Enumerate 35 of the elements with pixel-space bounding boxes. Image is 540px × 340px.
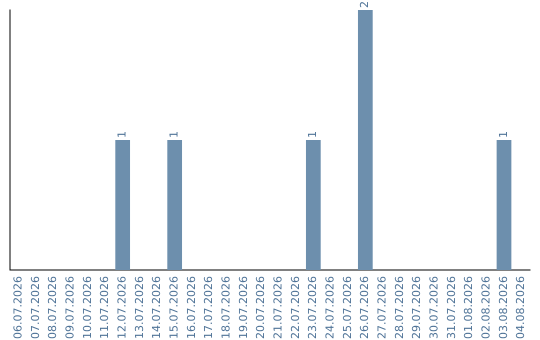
x-tick-label: 20.07.2026 xyxy=(254,276,268,339)
x-tick-label: 09.07.2026 xyxy=(64,276,77,339)
x-tick-label: 15.07.2026 xyxy=(168,276,181,339)
x-tick-label: 07.07.2026 xyxy=(28,276,42,339)
data-label: 2 xyxy=(358,1,372,8)
x-tick-label: 23.07.2026 xyxy=(306,276,320,339)
x-tick-label: 28.07.2026 xyxy=(392,276,406,339)
x-tick-label: 24.07.2026 xyxy=(324,276,337,339)
x-tick-label: 22.07.2026 xyxy=(288,276,302,339)
x-tick-label: 12.07.2026 xyxy=(116,276,129,339)
x-tick-label: 31.07.2026 xyxy=(444,276,458,339)
x-tick-label: 27.07.2026 xyxy=(376,276,389,339)
x-tick-label: 03.08.2026 xyxy=(496,276,510,339)
data-label: 1 xyxy=(116,131,129,138)
x-tick-label: 06.07.2026 xyxy=(12,276,25,339)
x-tick-label: 25.07.2026 xyxy=(340,276,354,339)
x-tick-label: 30.07.2026 xyxy=(428,276,441,339)
x-tick-label: 29.07.2026 xyxy=(410,276,424,339)
x-tick-label: 18.07.2026 xyxy=(220,276,233,339)
data-label: 1 xyxy=(306,131,320,138)
x-tick-label: 26.07.2026 xyxy=(358,276,372,339)
x-tick-label: 16.07.2026 xyxy=(184,276,198,339)
x-tick-label: 19.07.2026 xyxy=(236,276,250,339)
x-tick-label: 08.07.2026 xyxy=(46,276,60,339)
x-tick-label: 04.08.2026 xyxy=(514,276,528,339)
x-tick-label: 01.08.2026 xyxy=(462,276,476,339)
x-tick-label: 02.08.2026 xyxy=(480,276,493,339)
x-tick-label: 10.07.2026 xyxy=(80,276,94,339)
x-tick-label: 17.07.2026 xyxy=(202,276,216,339)
x-tick-label: 14.07.2026 xyxy=(150,276,164,339)
x-tick-label: 21.07.2026 xyxy=(272,276,285,339)
data-label: 1 xyxy=(496,131,510,138)
x-tick-label: 13.07.2026 xyxy=(132,276,146,339)
data-label: 1 xyxy=(168,131,181,138)
x-tick-label: 11.07.2026 xyxy=(98,276,112,339)
